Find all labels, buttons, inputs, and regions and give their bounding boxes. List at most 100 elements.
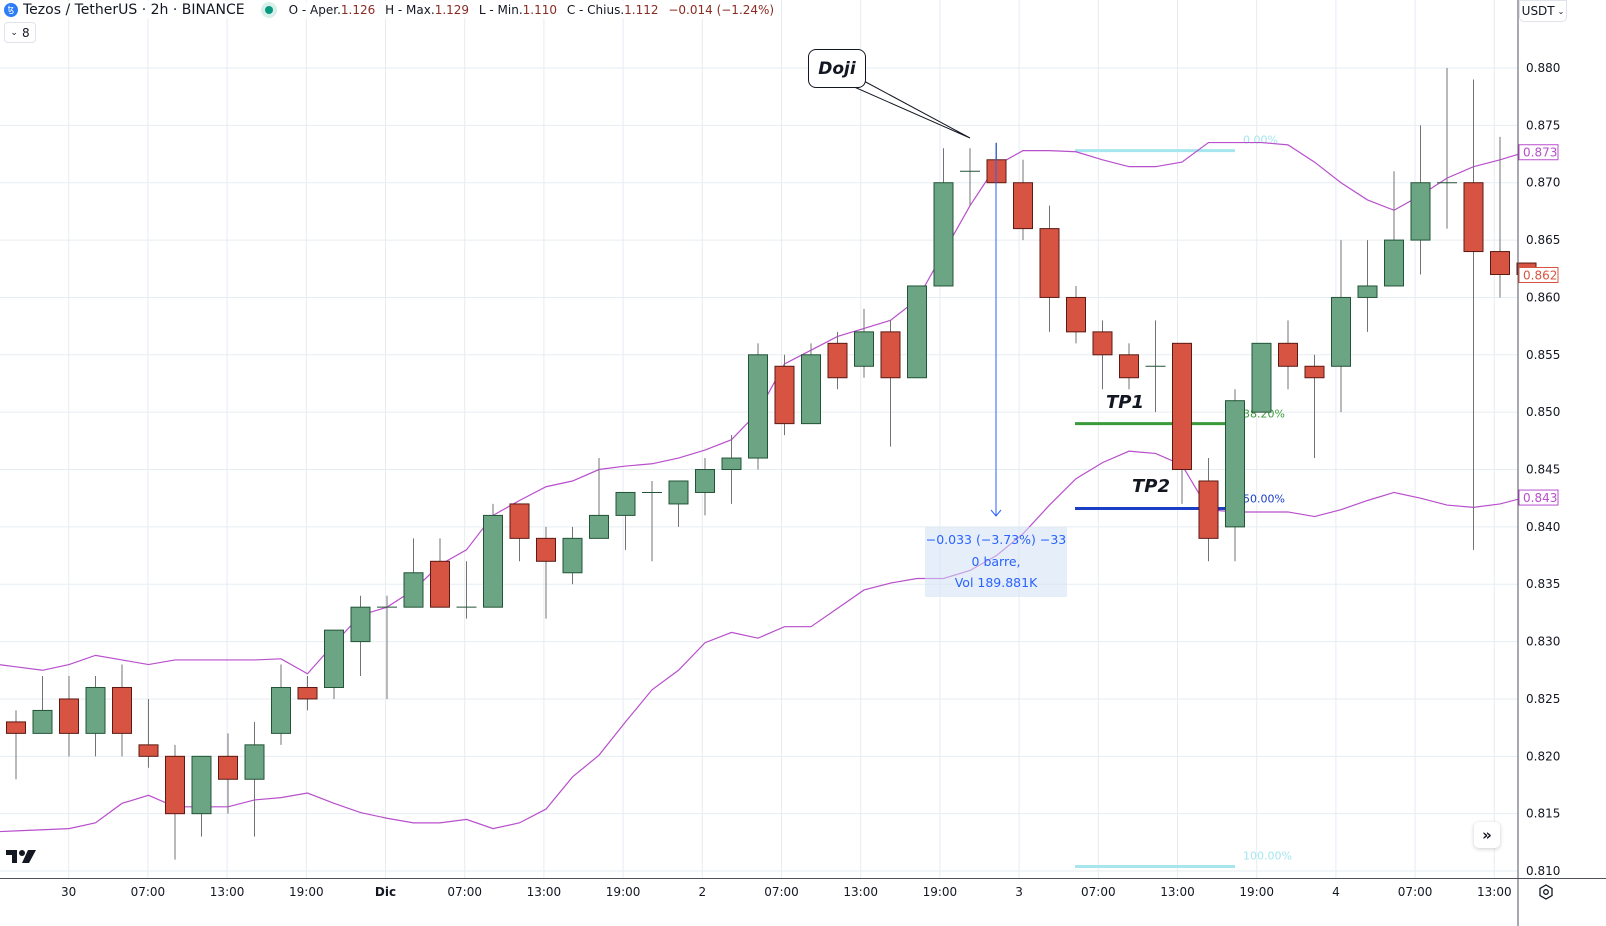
bearish-candle bbox=[1119, 354, 1139, 379]
y-tick-label: 0.880 bbox=[1526, 61, 1560, 75]
fib-level-label: 50.00% bbox=[1243, 493, 1285, 506]
price-axis[interactable]: 0.880 0.875 0.870 0.865 0.860 0.855 0.850 0.845… bbox=[1526, 61, 1560, 878]
bullish-candle bbox=[85, 686, 106, 734]
tradingview-logo[interactable] bbox=[6, 849, 38, 869]
bullish-candle bbox=[1251, 342, 1272, 413]
double-chevron-right-icon: » bbox=[1482, 826, 1492, 844]
bearish-candle bbox=[509, 503, 530, 539]
open-label: O - Aper. bbox=[288, 3, 341, 17]
y-tick-label: 0.840 bbox=[1526, 520, 1560, 534]
bullish-candle bbox=[1410, 182, 1431, 241]
y-tick-label: 0.850 bbox=[1526, 405, 1560, 419]
y-tick-label: 0.875 bbox=[1526, 118, 1560, 132]
bearish-candle bbox=[1278, 342, 1298, 367]
price-label-box bbox=[1518, 266, 1559, 283]
currency-dropdown[interactable]: USDT ⌄ bbox=[1519, 0, 1567, 22]
x-tick-label: 07:00 bbox=[764, 885, 799, 899]
bearish-candle bbox=[774, 365, 795, 425]
y-tick-label: 0.810 bbox=[1526, 864, 1560, 878]
x-tick-label: 13:00 bbox=[1477, 885, 1512, 899]
high-label: H - Max. bbox=[385, 3, 435, 17]
bearish-candle bbox=[827, 342, 848, 379]
bearish-candle bbox=[1039, 228, 1060, 298]
high-value: 1.129 bbox=[434, 3, 470, 17]
bullish-candle bbox=[191, 755, 212, 815]
tezos-coin-icon: ꜩ bbox=[4, 3, 18, 17]
bullish-candle bbox=[350, 606, 371, 643]
bullish-candle bbox=[721, 457, 742, 471]
bearish-candle bbox=[1198, 480, 1219, 539]
x-tick-label: 3 bbox=[1015, 885, 1023, 899]
y-tick-label: 0.830 bbox=[1526, 635, 1560, 649]
bullish-candle bbox=[562, 537, 583, 574]
market-status-dot[interactable] bbox=[264, 6, 273, 14]
price-label: 0.873 bbox=[1523, 146, 1557, 160]
bullish-candle bbox=[668, 480, 689, 505]
scroll-to-realtime-button[interactable]: » bbox=[1474, 822, 1500, 848]
x-tick-label: 07:00 bbox=[447, 885, 482, 899]
bearish-candle bbox=[1490, 251, 1510, 275]
y-tick-label: 0.870 bbox=[1526, 176, 1560, 190]
x-tick-label: Dic bbox=[375, 885, 396, 899]
bullish-candle bbox=[801, 354, 821, 425]
fib-level-label: 100.00% bbox=[1243, 849, 1292, 862]
indicators-toggle-button[interactable]: ⌄ 8 bbox=[4, 22, 36, 43]
x-tick-label: 19:00 bbox=[606, 885, 641, 899]
y-tick-label: 0.855 bbox=[1526, 348, 1560, 362]
bullish-candle bbox=[1225, 400, 1245, 528]
x-tick-label: 19:00 bbox=[1239, 885, 1274, 899]
doji-callout-pointer bbox=[851, 79, 971, 139]
bullish-candle bbox=[1357, 285, 1378, 298]
bearish-candle bbox=[59, 698, 79, 734]
measure-change: −0.033 (−3.73%) −33 bbox=[925, 532, 1067, 547]
measure-arrow bbox=[990, 143, 1002, 517]
measure-info-box: −0.033 (−3.73%) −33 0 barre, Vol 189.881… bbox=[925, 527, 1067, 597]
bullish-candle bbox=[483, 514, 503, 608]
x-tick-label: 13:00 bbox=[527, 885, 562, 899]
bearish-candle bbox=[1066, 296, 1086, 333]
x-tick-label: 19:00 bbox=[289, 885, 324, 899]
chevron-down-icon: ⌄ bbox=[10, 27, 18, 38]
bullish-candle bbox=[244, 744, 265, 780]
y-tick-label: 0.845 bbox=[1526, 463, 1560, 477]
bullish-candle bbox=[615, 491, 636, 516]
grid bbox=[0, 0, 1518, 878]
symbol-title[interactable]: Tezos / TetherUS · 2h · BINANCE bbox=[23, 2, 245, 18]
bearish-candle bbox=[880, 331, 901, 379]
x-tick-label: 07:00 bbox=[1398, 885, 1433, 899]
bearish-candle bbox=[112, 686, 132, 734]
y-tick-label: 0.820 bbox=[1526, 749, 1560, 763]
currency-label: USDT bbox=[1521, 4, 1555, 18]
bollinger-upper-band bbox=[0, 141, 1527, 675]
price-label: 0.843 bbox=[1523, 491, 1557, 505]
gear-icon bbox=[1539, 884, 1553, 900]
x-tick-label: 07:00 bbox=[1081, 885, 1116, 899]
bullish-candle bbox=[32, 709, 53, 734]
bollinger-bands bbox=[0, 141, 1527, 833]
bullish-candle bbox=[403, 572, 424, 608]
fib-level-label: 0.00% bbox=[1243, 134, 1278, 147]
ohlc-values: O - Aper.1.126 H - Max.1.129 L - Min.1.1… bbox=[289, 3, 780, 17]
bearish-candle bbox=[218, 755, 238, 780]
price-label: 0.862 bbox=[1523, 268, 1557, 282]
doji-callout[interactable]: Doji bbox=[808, 49, 866, 88]
bullish-candle bbox=[907, 285, 927, 379]
bullish-candle bbox=[933, 182, 954, 287]
bearish-candle bbox=[430, 560, 450, 608]
time-axis[interactable]: 03007:0013:0019:00Dic07:0013:0019:00207:… bbox=[0, 885, 1512, 899]
symbol-header: ꜩ Tezos / TetherUS · 2h · BINANCE O - Ap… bbox=[4, 1, 781, 19]
bearish-candle bbox=[1304, 365, 1325, 379]
open-value: 1.126 bbox=[340, 3, 376, 17]
bearish-candle bbox=[1463, 182, 1484, 253]
tp2-label[interactable]: TP2 bbox=[1132, 476, 1170, 497]
low-label: L - Min. bbox=[478, 3, 523, 17]
low-value: 1.110 bbox=[522, 3, 557, 17]
tp1-label[interactable]: TP1 bbox=[1106, 392, 1144, 413]
chart-settings-button[interactable] bbox=[1537, 883, 1555, 901]
bearish-candle bbox=[297, 686, 318, 700]
price-label-box bbox=[1518, 489, 1559, 506]
close-value: 1.112 bbox=[624, 3, 659, 17]
y-tick-label: 0.835 bbox=[1526, 577, 1560, 591]
bullish-candle bbox=[589, 514, 609, 539]
